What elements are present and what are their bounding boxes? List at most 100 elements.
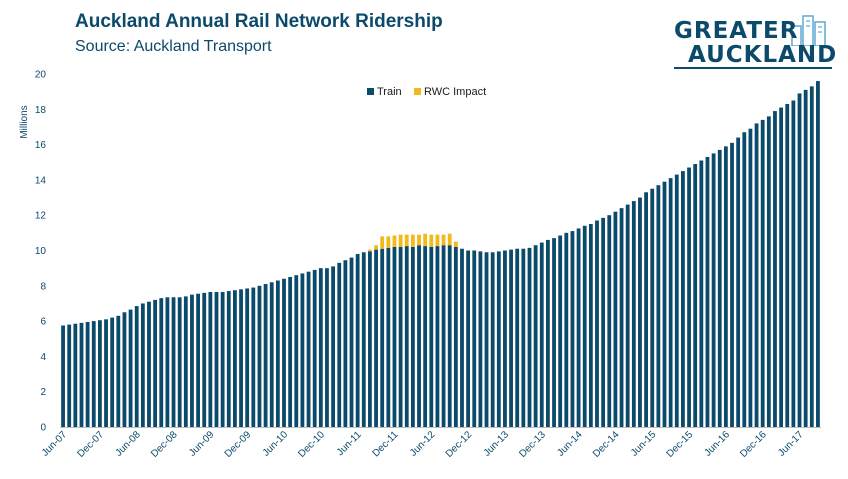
train-bar [779,107,784,427]
legend-swatch [367,88,374,95]
train-bar [122,312,127,427]
train-bar [331,266,336,427]
train-bar [545,239,550,427]
rwc-impact-bar [423,233,428,247]
x-tick-label: Jun-13 [482,429,512,459]
train-bar [325,268,329,427]
train-bar [785,104,790,427]
x-tick-label: Jun-14 [555,429,585,459]
train-bar [73,323,78,427]
train-bar [588,224,593,427]
train-bar [417,245,421,427]
rwc-impact-bar [435,234,440,247]
y-tick-label: 20 [35,70,47,81]
train-bar [515,248,520,427]
train-bar [773,111,777,427]
train-bar [638,197,642,427]
train-bar [674,174,679,427]
train-bar [693,164,698,427]
train-bar [552,238,556,427]
train-bar [607,215,612,427]
train-bar [251,287,256,427]
train-bar [730,142,734,427]
train-bar [711,153,716,428]
train-bar [723,146,728,428]
train-bar [509,249,513,427]
bars [61,81,820,428]
x-tick-label: Jun-09 [187,429,217,459]
y-tick-label: 16 [35,140,47,151]
train-bar [460,248,464,427]
train-bar [202,292,207,427]
train-bar [656,185,661,427]
y-tick-label: 12 [35,211,47,222]
train-bar [619,208,624,427]
x-tick-label: Dec-10 [296,429,327,460]
train-bar [226,291,231,427]
x-tick-label: Jun-08 [113,429,143,459]
x-tick-label: Dec-07 [75,429,106,460]
train-bar [478,251,483,427]
train-bar [570,231,575,427]
train-bar [687,167,691,428]
y-tick-label: 8 [40,281,46,292]
train-bar [97,320,102,427]
x-tick-label: Jun-17 [776,429,806,459]
train-bar [282,278,286,427]
train-bar [288,276,293,427]
rwc-impact-bar [398,234,403,247]
legend-swatch [414,88,421,95]
train-bar [503,250,507,427]
y-tick-label: 2 [40,387,46,398]
train-bar [447,245,452,427]
train-bar [699,160,704,428]
train-bar [177,297,182,427]
train-bar [521,248,526,427]
train-bar [380,248,385,427]
train-bar [791,100,796,427]
x-axis: Jun-07 Dec-07 Jun-08 Dec-08 Jun-09 Dec-09 Jun-… [40,427,821,460]
train-bar [257,285,262,427]
greater-auckland-logo[interactable]: GREATER AUCKLAND [672,14,838,70]
train-bar [190,294,194,427]
train-bar [368,251,372,427]
train-bar [275,280,280,427]
train-bar [337,262,342,427]
x-tick-label: Jun-12 [408,429,438,459]
logo-underline [674,67,832,69]
train-bar [650,188,655,427]
y-axis: 0 2 4 6 8 10 12 14 16 18 20 [35,70,47,434]
train-bar [165,297,170,427]
train-bar [67,324,72,427]
train-bar [558,235,563,427]
train-bar [269,282,274,427]
chart-title: Auckland Annual Rail Network Ridership [75,11,443,32]
train-bar [472,250,477,427]
logo-text-auckland: AUCKLAND [688,42,838,68]
train-bar [140,303,145,427]
train-bar [361,252,366,427]
train-bar [116,315,121,427]
x-tick-label: Jun-15 [629,429,659,459]
y-tick-label: 6 [40,317,46,328]
train-bar [564,232,569,427]
train-bar [128,309,133,427]
train-bar [134,306,139,427]
train-bar [312,269,317,427]
train-bar [208,291,213,427]
train-bar [668,178,673,427]
legend-label: Train [377,86,402,98]
train-bar [681,171,685,427]
train-bar [576,228,581,427]
train-bar [386,247,391,427]
train-bar [466,250,471,427]
train-bar [147,301,151,427]
train-bar [410,246,415,427]
rwc-impact-bar [374,245,378,250]
train-bar [355,254,360,427]
rwc-impact-bar [410,234,415,247]
legend: Train RWC Impact [367,86,486,98]
x-tick-label: Dec-13 [517,429,548,460]
train-bar [625,204,630,427]
